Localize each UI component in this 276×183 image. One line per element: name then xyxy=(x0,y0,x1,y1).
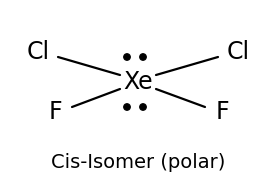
Text: Xe: Xe xyxy=(123,70,153,94)
Circle shape xyxy=(124,54,130,60)
Text: Cl: Cl xyxy=(226,40,250,64)
Circle shape xyxy=(140,104,146,110)
Circle shape xyxy=(140,54,146,60)
Text: F: F xyxy=(48,100,62,124)
Text: Cis-Isomer (polar): Cis-Isomer (polar) xyxy=(51,154,225,173)
Text: F: F xyxy=(215,100,229,124)
Text: Cl: Cl xyxy=(26,40,50,64)
Circle shape xyxy=(124,104,130,110)
